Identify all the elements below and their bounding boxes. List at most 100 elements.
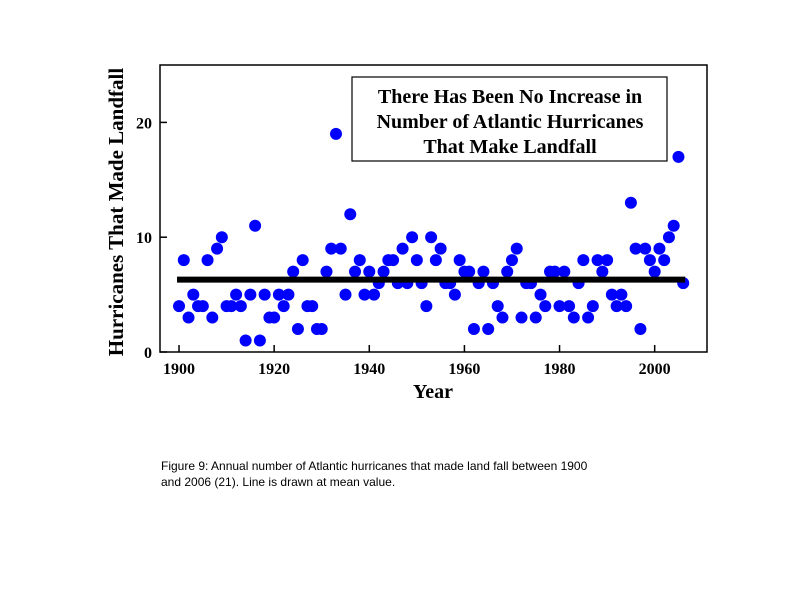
- data-point: [467, 323, 480, 336]
- x-tick-label: 1900: [163, 361, 195, 378]
- data-point: [420, 300, 433, 313]
- caption-line-2: and 2006 (21). Line is drawn at mean val…: [161, 475, 396, 489]
- x-tick-label: 1940: [353, 361, 385, 378]
- data-point: [173, 300, 186, 313]
- data-point: [239, 334, 252, 347]
- plot-frame: [159, 64, 708, 353]
- data-point: [377, 265, 390, 278]
- data-point: [515, 311, 528, 324]
- x-tick-label: 2000: [639, 361, 671, 378]
- data-point: [491, 300, 504, 313]
- data-point: [429, 254, 442, 267]
- data-point: [349, 265, 362, 278]
- caption-line-1: Figure 9: Annual number of Atlantic hurr…: [161, 459, 588, 473]
- data-point: [653, 242, 666, 255]
- data-point: [368, 288, 381, 301]
- data-point: [624, 196, 637, 209]
- data-point: [434, 242, 447, 255]
- data-point: [272, 288, 285, 301]
- data-point: [662, 231, 675, 244]
- data-point: [648, 265, 661, 278]
- figure-caption: Figure 9: Annual number of Atlantic hurr…: [161, 458, 661, 490]
- data-point: [586, 300, 599, 313]
- data-point: [558, 265, 571, 278]
- data-point: [234, 300, 247, 313]
- data-point: [325, 242, 338, 255]
- annotation-box: There Has Been No Increase in Number of …: [351, 76, 668, 162]
- annotation-line-3: That Make Landfall: [423, 136, 597, 158]
- data-point: [387, 254, 400, 267]
- data-point: [577, 254, 590, 267]
- data-point: [425, 231, 438, 244]
- data-point: [230, 288, 243, 301]
- data-point: [667, 219, 680, 232]
- data-point: [410, 254, 423, 267]
- data-point: [591, 254, 604, 267]
- data-point: [296, 254, 309, 267]
- data-point: [539, 300, 552, 313]
- data-points: [173, 127, 690, 347]
- data-point: [510, 242, 523, 255]
- x-axis: 1900 1920 1940 1960 1980 2000: [163, 345, 671, 378]
- data-point: [477, 265, 490, 278]
- data-point: [225, 300, 238, 313]
- data-point: [534, 288, 547, 301]
- data-point: [206, 311, 219, 324]
- data-point: [334, 242, 347, 255]
- data-point: [258, 288, 271, 301]
- data-point: [396, 242, 409, 255]
- data-point: [501, 265, 514, 278]
- data-point: [406, 231, 419, 244]
- data-point: [196, 300, 209, 313]
- data-point: [639, 242, 652, 255]
- x-tick-label: 1960: [448, 361, 480, 378]
- data-point: [249, 219, 262, 232]
- data-point: [329, 127, 342, 140]
- data-point: [448, 288, 461, 301]
- data-point: [629, 242, 642, 255]
- data-point: [605, 288, 618, 301]
- x-axis-title: Year: [413, 381, 453, 403]
- annotation-line-1: There Has Been No Increase in: [378, 86, 642, 108]
- annotation-line-2: Number of Atlantic Hurricanes: [377, 111, 644, 133]
- data-point: [548, 265, 561, 278]
- data-point: [282, 288, 295, 301]
- data-point: [244, 288, 257, 301]
- data-point: [567, 311, 580, 324]
- data-point: [672, 150, 685, 163]
- data-point: [287, 265, 300, 278]
- data-point: [463, 265, 476, 278]
- data-point: [658, 254, 671, 267]
- data-point: [353, 254, 366, 267]
- data-point: [610, 300, 623, 313]
- data-point: [615, 288, 628, 301]
- data-point: [320, 265, 333, 278]
- data-point: [482, 323, 495, 336]
- data-point: [563, 300, 576, 313]
- data-point: [268, 311, 281, 324]
- data-point: [277, 300, 290, 313]
- data-point: [358, 288, 371, 301]
- data-point: [306, 300, 319, 313]
- data-point: [529, 311, 542, 324]
- y-axis: 0 10 20: [136, 115, 167, 362]
- data-point: [182, 311, 195, 324]
- data-point: [496, 311, 509, 324]
- y-tick-label: 20: [136, 115, 152, 132]
- y-tick-label: 0: [144, 345, 152, 362]
- data-point: [582, 311, 595, 324]
- data-point: [596, 265, 609, 278]
- data-point: [505, 254, 518, 267]
- data-point: [201, 254, 214, 267]
- data-point: [211, 242, 224, 255]
- data-point: [620, 300, 633, 313]
- data-point: [634, 323, 647, 336]
- data-point: [601, 254, 614, 267]
- data-point: [177, 254, 190, 267]
- data-point: [453, 254, 466, 267]
- x-tick-label: 1980: [544, 361, 576, 378]
- data-point: [187, 288, 200, 301]
- y-tick-label: 10: [136, 230, 152, 247]
- x-tick-label: 1920: [258, 361, 290, 378]
